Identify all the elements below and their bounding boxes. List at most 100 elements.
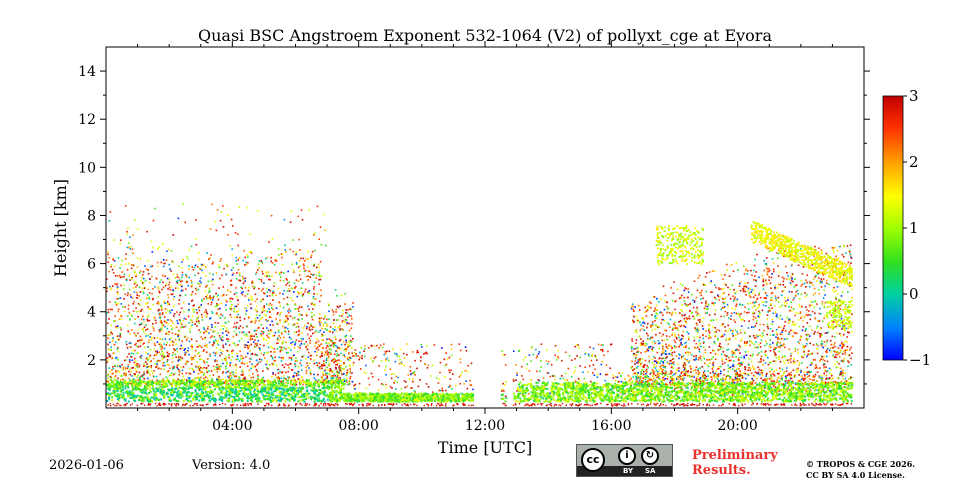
heatmap-pixel [235,311,237,313]
heatmap-pixel [318,321,320,323]
heatmap-pixel [235,296,238,298]
heatmap-pixel [308,326,311,329]
heatmap-pixel [279,321,281,324]
heatmap-pixel [153,329,155,332]
heatmap-pixel [339,329,342,331]
heatmap-pixel [143,287,146,289]
heatmap-pixel [190,356,193,359]
heatmap-pixel [318,274,320,277]
heatmap-pixel [670,287,672,289]
heatmap-pixel [212,365,215,368]
heatmap-pixel [140,279,142,282]
heatmap-pixel [200,281,202,284]
heatmap-pixel [377,389,380,391]
heatmap-pixel [109,285,111,288]
heatmap-pixel [651,348,653,351]
heatmap-pixel [762,369,764,372]
heatmap-pixel [538,379,541,382]
heatmap-pixel [245,344,247,346]
heatmap-pixel [620,380,623,383]
heatmap-pixel [112,367,115,370]
heatmap-pixel [264,380,266,382]
heatmap-pixel [336,319,338,321]
heatmap-pixel [182,302,185,304]
heatmap-pixel [686,374,689,377]
heatmap-pixel [168,338,171,341]
heatmap-pixel [111,357,114,359]
heatmap-pixel [637,304,640,307]
heatmap-pixel [267,346,270,349]
heatmap-pixel [804,292,806,294]
heatmap-pixel [634,306,636,308]
heatmap-pixel [213,368,216,371]
heatmap-pixel [714,334,717,337]
heatmap-pixel [313,281,316,284]
heatmap-pixel [324,369,326,372]
heatmap-pixel [806,274,808,276]
heatmap-pixel [792,360,795,363]
heatmap-pixel [151,379,154,382]
heatmap-pixel [596,359,598,361]
heatmap-pixel [284,244,286,246]
heatmap-pixel [161,329,163,332]
heatmap-pixel [226,329,229,332]
heatmap-pixel [131,383,133,385]
heatmap-pixel [704,276,707,278]
heatmap-pixel [278,273,281,276]
heatmap-pixel [305,357,307,360]
heatmap-pixel [215,347,218,349]
heatmap-pixel [328,338,330,340]
heatmap-pixel [226,371,229,373]
heatmap-pixel [363,350,365,352]
heatmap-pixel [762,364,764,366]
heatmap-pixel [326,375,329,377]
heatmap-pixel [717,339,719,341]
heatmap-pixel [437,382,440,384]
heatmap-pixel [405,381,407,383]
heatmap-pixel [272,364,275,366]
heatmap-pixel [843,350,845,352]
heatmap-pixel [698,371,701,373]
heatmap-pixel [191,344,193,346]
heatmap-pixel [107,374,109,377]
heatmap-pixel [816,272,819,274]
heatmap-pixel [269,311,271,313]
heatmap-pixel [176,366,178,369]
heatmap-pixel [759,346,762,348]
heatmap-pixel [136,364,138,367]
heatmap-pixel [186,361,188,364]
heatmap-pixel [132,303,134,305]
heatmap-pixel [293,323,296,326]
heatmap-pixel [636,381,639,383]
heatmap-pixel [757,353,759,356]
heatmap-pixel [338,347,340,349]
heatmap-pixel [196,346,199,348]
heatmap-pixel [200,263,203,266]
heatmap-pixel [849,377,851,380]
heatmap-pixel [341,329,344,331]
heatmap-pixel [319,368,321,370]
heatmap-pixel [323,354,326,357]
heatmap-pixel [259,343,262,346]
heatmap-pixel [122,306,124,308]
heatmap-pixel [840,317,843,320]
heatmap-pixel [504,364,507,366]
heatmap-pixel [257,339,260,342]
heatmap-pixel [177,369,180,371]
heatmap-pixel [149,348,152,351]
heatmap-pixel [328,344,331,347]
heatmap-pixel [376,344,378,347]
heatmap-pixel [350,315,353,317]
heatmap-pixel [189,328,191,330]
heatmap-pixel [844,340,846,343]
heatmap-pixel [633,395,635,397]
heatmap-pixel [708,324,711,326]
heatmap-pixel [614,379,617,382]
heatmap-pixel [346,347,348,350]
heatmap-pixel [805,306,807,308]
heatmap-pixel [776,313,778,316]
heatmap-pixel [664,329,666,331]
heatmap-pixel [323,379,325,381]
heatmap-pixel [328,370,331,372]
heatmap-pixel [661,370,664,373]
